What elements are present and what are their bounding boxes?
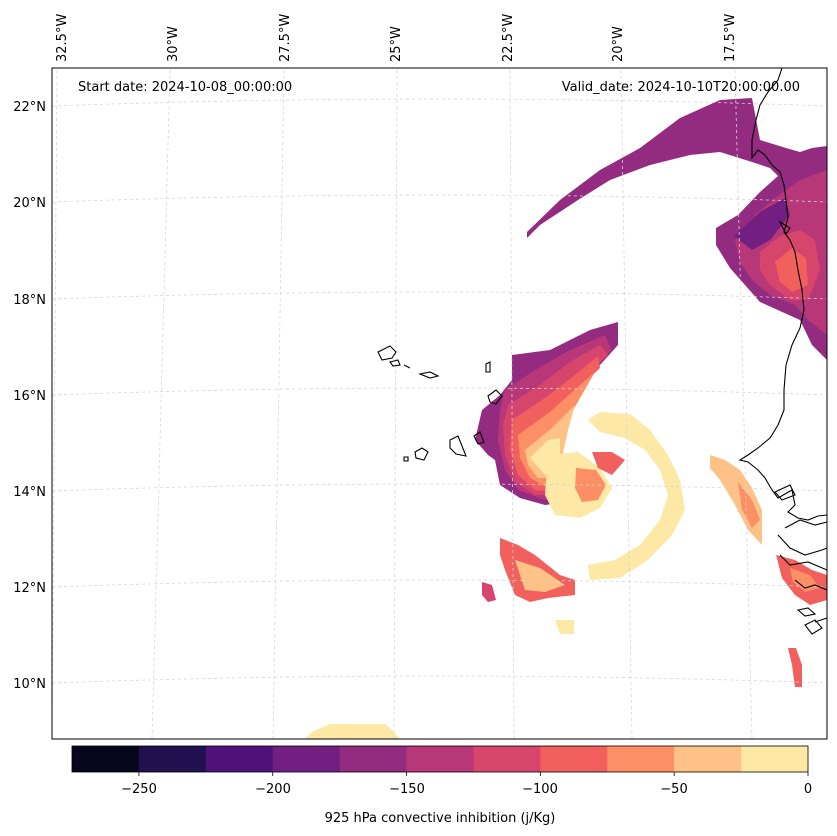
cin-northern-dark [734,198,790,250]
colorbar-tick-label: −150 [389,782,425,797]
parallel [51,98,828,107]
coast-inlet [796,607,817,617]
colorbar-swatches [72,746,809,772]
colorbar-tick-label: −50 [660,782,687,797]
cape-verde-fogo [414,447,429,461]
lat-label: 10°N [13,677,46,692]
latitude-labels: 22°N 20°N 18°N 16°N 14°N 12°N 10°N [13,100,46,692]
cin-coastal-spot [788,648,802,687]
start-date-label: Start date: 2024-10-08_00:00:00 [78,80,292,95]
cin-spiral-band [588,412,685,580]
colorbar-tick-label: −200 [255,782,291,797]
lon-label: 20°W [611,26,626,62]
colorbar-swatch [72,746,140,772]
colorbar-swatch [607,746,675,772]
colorbar-swatch [406,746,474,772]
lat-label: 18°N [13,293,46,308]
lon-label: 27.5°W [278,14,293,62]
cin-bottom-strip [305,724,400,739]
coast-inlet [779,554,828,571]
canary-islands [778,220,791,236]
parallel [51,291,828,300]
lon-label: 32.5°W [55,14,70,62]
cin-contours [305,98,827,739]
colorbar-swatch [473,746,541,772]
colorbar-swatch [540,746,608,772]
colorbar-ticks [138,772,809,776]
cin-southern-red-patch [482,582,496,602]
colorbar-tick-label: −100 [522,782,558,797]
cin-southern-peach [515,560,565,592]
parallel [51,579,828,588]
lat-label: 12°N [13,581,46,596]
longitude-labels: 32.5°W 30°W 27.5°W 25°W 22.5°W 20°W 17.5… [55,14,738,62]
cape-verde-boa-vista [487,389,503,405]
cape-verde-sao-vicente [389,359,401,367]
coast-inlet [794,579,828,591]
cape-verde-santa-luzia [403,364,411,369]
lon-label: 17.5°W [723,14,738,62]
lon-label: 25°W [389,26,404,62]
lon-label: 22.5°W [501,14,516,62]
coast-inlet [777,534,828,556]
lat-label: 20°N [13,196,46,211]
parallel [51,387,828,396]
cape-verde-santiago [449,435,467,457]
coast-inlet [804,619,823,635]
lat-label: 22°N [13,100,46,115]
colorbar-swatch [741,746,809,772]
map-panel: Start date: 2024-10-08_00:00:00 Valid_da… [51,67,828,740]
lat-label: 14°N [13,485,46,500]
parallel [51,194,828,203]
cin-coastal-orange [738,482,760,528]
valid-date-label: Valid_date: 2024-10-10T20:00:00.00 [562,80,800,95]
colorbar-swatch [138,746,207,772]
cin-center-patch [592,452,625,475]
cape-verde-maio [473,431,485,445]
colorbar-swatch [339,746,408,772]
colorbar-swatch [674,746,742,772]
colorbar: −250 −200 −150 −100 −50 0 925 hPa convec… [71,745,812,826]
cape-verde-sal [485,361,491,373]
colorbar-title: 925 hPa convective inhibition (j/Kg) [325,811,556,826]
coast-inlet [784,519,828,529]
lat-label: 16°N [13,389,46,404]
map-frame [51,67,828,740]
cape-verde-brava [403,456,409,462]
colorbar-frame [71,745,809,773]
colorbar-swatch [272,746,341,772]
map-background [52,68,827,739]
colorbar-swatch [205,746,274,772]
parallel [51,483,828,492]
graticule [51,69,828,740]
colorbar-tick-label: 0 [804,782,812,797]
cape-verde-sao-nicolau [418,371,440,379]
parallel [51,675,828,684]
africa-coastline [738,67,828,521]
cin-center-orange [575,468,606,502]
lon-label: 30°W [166,26,181,62]
coast-inlet [774,484,796,501]
colorbar-tick-label: −250 [121,782,157,797]
coastlines [377,67,828,635]
cape-verde-santo-antao [377,345,397,361]
cin-southern-cream [555,620,574,634]
coast-inlet [814,617,828,623]
